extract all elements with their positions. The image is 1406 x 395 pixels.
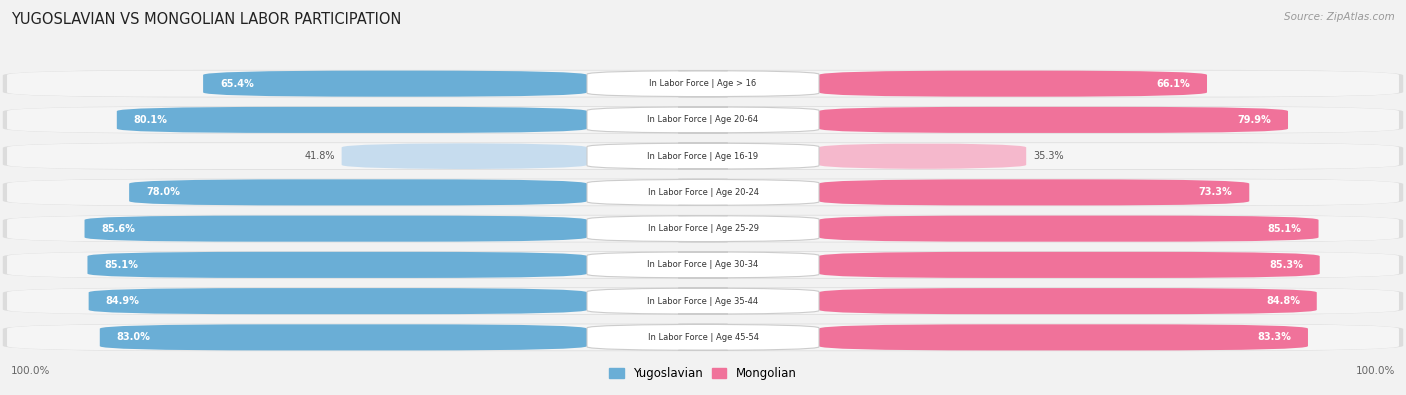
FancyBboxPatch shape [3, 106, 1403, 134]
FancyBboxPatch shape [818, 179, 1250, 205]
FancyBboxPatch shape [84, 216, 588, 242]
Text: 78.0%: 78.0% [146, 187, 180, 198]
Text: 35.3%: 35.3% [1033, 151, 1064, 161]
Text: 41.8%: 41.8% [304, 151, 335, 161]
Text: In Labor Force | Age 25-29: In Labor Force | Age 25-29 [648, 224, 758, 233]
FancyBboxPatch shape [7, 252, 1399, 278]
FancyBboxPatch shape [7, 71, 1399, 97]
FancyBboxPatch shape [87, 252, 588, 278]
FancyBboxPatch shape [129, 179, 588, 205]
Text: 84.9%: 84.9% [105, 296, 139, 306]
FancyBboxPatch shape [7, 324, 1399, 350]
FancyBboxPatch shape [3, 324, 1403, 351]
Text: 83.0%: 83.0% [117, 332, 150, 342]
FancyBboxPatch shape [818, 107, 1288, 133]
FancyBboxPatch shape [588, 288, 818, 314]
FancyBboxPatch shape [7, 179, 1399, 205]
FancyBboxPatch shape [342, 143, 588, 169]
FancyBboxPatch shape [7, 288, 1399, 314]
Text: 83.3%: 83.3% [1257, 332, 1291, 342]
FancyBboxPatch shape [818, 143, 1026, 169]
Text: 100.0%: 100.0% [11, 366, 51, 376]
Text: 79.9%: 79.9% [1237, 115, 1271, 125]
FancyBboxPatch shape [818, 324, 1308, 350]
FancyBboxPatch shape [588, 216, 818, 242]
FancyBboxPatch shape [3, 142, 1403, 170]
FancyBboxPatch shape [89, 288, 588, 314]
FancyBboxPatch shape [818, 252, 1320, 278]
FancyBboxPatch shape [117, 107, 588, 133]
FancyBboxPatch shape [3, 251, 1403, 278]
Text: In Labor Force | Age 45-54: In Labor Force | Age 45-54 [648, 333, 758, 342]
FancyBboxPatch shape [3, 70, 1403, 98]
FancyBboxPatch shape [588, 107, 818, 133]
FancyBboxPatch shape [588, 143, 818, 169]
FancyBboxPatch shape [7, 107, 1399, 133]
FancyBboxPatch shape [7, 143, 1399, 169]
Text: Source: ZipAtlas.com: Source: ZipAtlas.com [1284, 12, 1395, 22]
Text: 85.1%: 85.1% [104, 260, 138, 270]
Text: 80.1%: 80.1% [134, 115, 167, 125]
FancyBboxPatch shape [588, 71, 818, 97]
Text: YUGOSLAVIAN VS MONGOLIAN LABOR PARTICIPATION: YUGOSLAVIAN VS MONGOLIAN LABOR PARTICIPA… [11, 12, 402, 27]
Text: In Labor Force | Age > 16: In Labor Force | Age > 16 [650, 79, 756, 88]
FancyBboxPatch shape [818, 288, 1317, 314]
Text: In Labor Force | Age 35-44: In Labor Force | Age 35-44 [647, 297, 759, 306]
FancyBboxPatch shape [818, 216, 1319, 242]
FancyBboxPatch shape [818, 71, 1206, 97]
Text: 100.0%: 100.0% [1355, 366, 1395, 376]
FancyBboxPatch shape [3, 179, 1403, 206]
FancyBboxPatch shape [588, 179, 818, 205]
FancyBboxPatch shape [588, 324, 818, 350]
FancyBboxPatch shape [3, 287, 1403, 315]
FancyBboxPatch shape [202, 71, 588, 97]
Text: 65.4%: 65.4% [219, 79, 253, 88]
Text: In Labor Force | Age 30-34: In Labor Force | Age 30-34 [647, 260, 759, 269]
Text: In Labor Force | Age 16-19: In Labor Force | Age 16-19 [647, 152, 759, 161]
Text: In Labor Force | Age 20-64: In Labor Force | Age 20-64 [647, 115, 759, 124]
Text: 66.1%: 66.1% [1156, 79, 1189, 88]
Text: 85.6%: 85.6% [101, 224, 135, 233]
Text: 85.1%: 85.1% [1268, 224, 1302, 233]
Legend: Yugoslavian, Mongolian: Yugoslavian, Mongolian [605, 363, 801, 385]
FancyBboxPatch shape [588, 252, 818, 278]
FancyBboxPatch shape [7, 216, 1399, 242]
Text: 73.3%: 73.3% [1199, 187, 1233, 198]
Text: 85.3%: 85.3% [1270, 260, 1303, 270]
FancyBboxPatch shape [100, 324, 588, 350]
FancyBboxPatch shape [3, 215, 1403, 243]
Text: In Labor Force | Age 20-24: In Labor Force | Age 20-24 [648, 188, 758, 197]
Text: 84.8%: 84.8% [1265, 296, 1301, 306]
